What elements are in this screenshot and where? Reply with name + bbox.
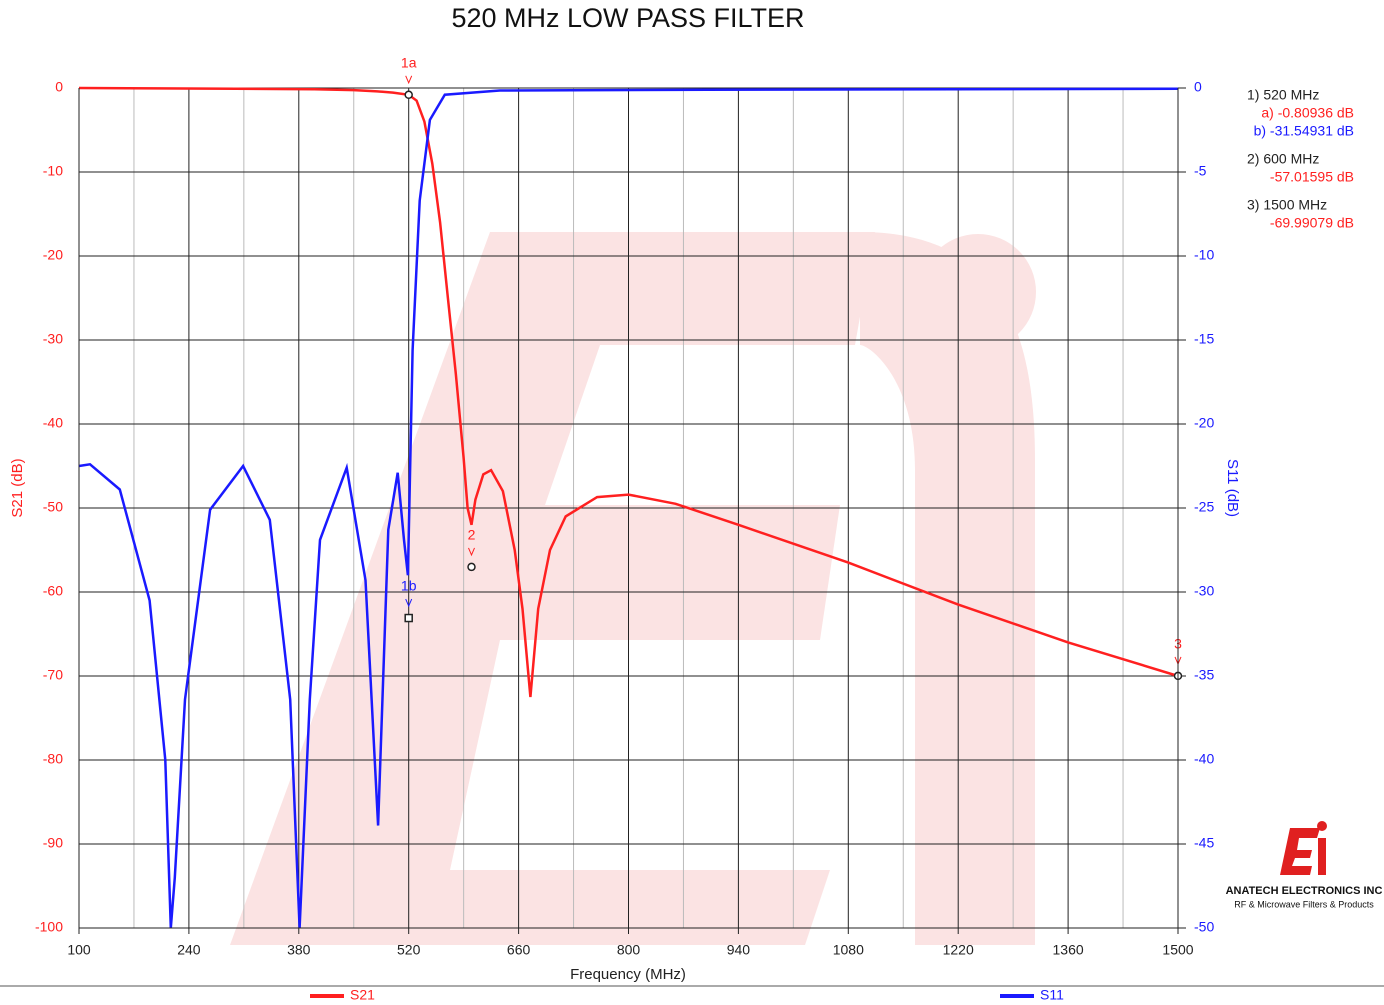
y-tick-label: -20 bbox=[43, 247, 63, 263]
chart-title: 520 MHz LOW PASS FILTER bbox=[451, 3, 804, 33]
x-tick-label: 1080 bbox=[833, 942, 864, 958]
marker-pointer bbox=[468, 547, 475, 557]
y-axis-label: S21 (dB) bbox=[9, 458, 26, 517]
x-tick-label: 1500 bbox=[1162, 942, 1193, 958]
y2-tick-label: -25 bbox=[1194, 499, 1214, 515]
readout-value: a) -0.80936 dB bbox=[1261, 105, 1354, 121]
y2-axis-label: S11 (dB) bbox=[1224, 459, 1241, 517]
y2-tick-label: -35 bbox=[1194, 667, 1214, 683]
x-tick-label: 1220 bbox=[943, 942, 974, 958]
readout-title: 1) 520 MHz bbox=[1247, 87, 1319, 103]
series-line bbox=[78, 86, 1179, 698]
y2-tick-label: -10 bbox=[1194, 247, 1214, 263]
logo-name: ANATECH ELECTRONICS INC bbox=[1226, 885, 1383, 897]
marker-label: 2 bbox=[468, 527, 476, 543]
logo-tagline: RF & Microwave Filters & Products bbox=[1234, 899, 1374, 909]
y-tick-label: -10 bbox=[43, 163, 63, 179]
y-tick-label: -70 bbox=[43, 667, 63, 683]
marker bbox=[467, 562, 476, 572]
readout-value: -57.01595 dB bbox=[1270, 169, 1354, 185]
x-tick-label: 1360 bbox=[1053, 942, 1084, 958]
y2-tick-label: -50 bbox=[1194, 919, 1214, 935]
legend-label: S21 bbox=[350, 987, 375, 1003]
marker-label: 1b bbox=[401, 578, 417, 594]
x-tick-label: 100 bbox=[67, 942, 91, 958]
x-tick-label: 520 bbox=[397, 942, 421, 958]
y2-tick-label: -15 bbox=[1194, 331, 1214, 347]
x-tick-label: 240 bbox=[177, 942, 201, 958]
marker bbox=[404, 613, 413, 623]
marker-pointer bbox=[405, 75, 413, 85]
y-tick-label: -90 bbox=[43, 835, 63, 851]
y2-tick-label: -45 bbox=[1194, 835, 1214, 851]
x-tick-label: 660 bbox=[507, 942, 531, 958]
watermark bbox=[230, 232, 1036, 945]
y-tick-label: -30 bbox=[43, 331, 63, 347]
logo: ANATECH ELECTRONICS INC RF & Microwave F… bbox=[1226, 821, 1383, 909]
y2-tick-label: -20 bbox=[1194, 415, 1214, 431]
x-tick-label: 380 bbox=[287, 942, 311, 958]
readout-title: 2) 600 MHz bbox=[1247, 151, 1319, 167]
x-tick-label: 800 bbox=[617, 942, 641, 958]
y-tick-label: -60 bbox=[43, 583, 63, 599]
y-tick-label: -100 bbox=[35, 919, 63, 935]
marker-label: 1a bbox=[401, 55, 417, 71]
y2-tick-label: 0 bbox=[1194, 79, 1202, 95]
y-tick-label: -40 bbox=[43, 415, 63, 431]
y2-tick-label: -5 bbox=[1194, 163, 1207, 179]
y2-tick-label: -40 bbox=[1194, 751, 1214, 767]
x-axis-label: Frequency (MHz) bbox=[570, 966, 686, 983]
y-tick-label: -50 bbox=[43, 499, 63, 515]
series-line bbox=[78, 87, 1179, 929]
legend-label: S11 bbox=[1040, 987, 1064, 1003]
y-tick-label: -80 bbox=[43, 751, 63, 767]
marker-pointer bbox=[405, 598, 413, 608]
y2-tick-label: -30 bbox=[1194, 583, 1214, 599]
x-tick-label: 940 bbox=[727, 942, 751, 958]
readout-title: 3) 1500 MHz bbox=[1247, 197, 1327, 213]
readout-value: b) -31.54931 dB bbox=[1254, 123, 1354, 139]
readout-value: -69.99079 dB bbox=[1270, 215, 1354, 231]
marker bbox=[404, 90, 413, 100]
y-tick-label: 0 bbox=[55, 79, 63, 95]
